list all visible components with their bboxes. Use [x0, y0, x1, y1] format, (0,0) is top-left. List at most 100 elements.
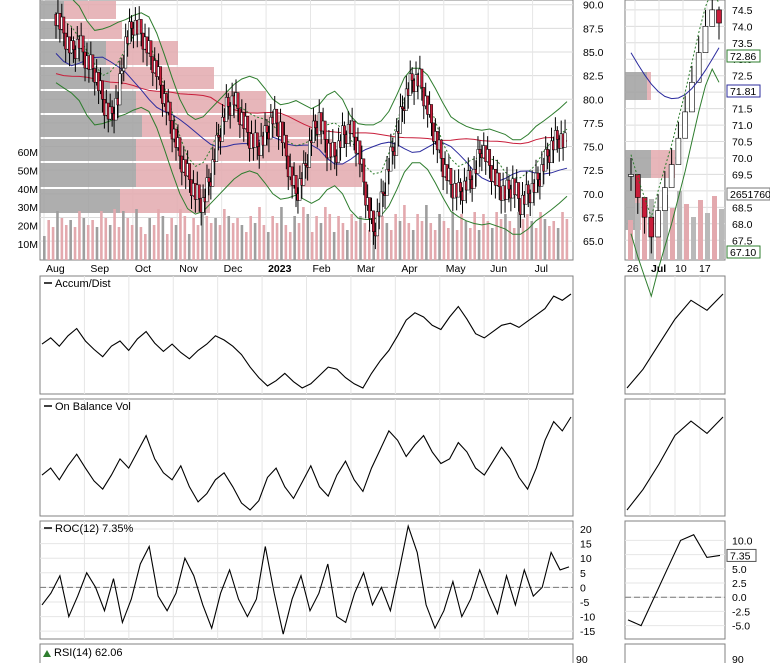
candle-body — [255, 132, 259, 147]
volume-bar — [275, 223, 279, 260]
zoom-y-tick: 71.0 — [732, 120, 753, 132]
volume-bar — [429, 223, 433, 260]
zoom-candle-body — [648, 216, 655, 238]
candle-body — [478, 149, 482, 154]
volume-y-label: 50M — [18, 165, 38, 177]
zoom-x-label: 26 — [627, 263, 639, 275]
zoom-y-tick: 69.5 — [732, 169, 753, 181]
candle-body — [371, 210, 375, 232]
zoom-roc-panel-border — [624, 520, 726, 640]
ma-200-line — [55, 73, 568, 145]
zoom-sar-line — [630, 0, 720, 219]
volume-bar — [425, 205, 428, 260]
volume-bar — [464, 221, 468, 260]
roc-title: ROC(12) 7.35% — [44, 523, 133, 535]
zoom-y-tick: 68.0 — [732, 219, 753, 231]
volume-bar — [460, 214, 463, 260]
volume-bar — [526, 214, 529, 260]
candle-body — [159, 66, 162, 86]
volume-bar — [315, 216, 318, 260]
roc-line — [41, 524, 570, 635]
volume-bar — [363, 223, 367, 260]
zoom-volume-bar — [719, 209, 724, 260]
volume-bar — [183, 216, 187, 260]
price-y-tick: 75.0 — [583, 142, 604, 154]
zoom-volume-bar — [670, 208, 675, 260]
vbp-grey-bar — [40, 163, 136, 187]
candle-body — [149, 40, 153, 57]
candle-body — [75, 38, 79, 59]
roc-title-text: ROC(12) 7.35% — [55, 523, 133, 535]
obv-title: On Balance Vol — [44, 401, 131, 413]
volume-bar — [482, 214, 485, 260]
zoom-vbp-grey — [625, 150, 651, 178]
volume-bar — [539, 212, 542, 260]
volume-bar — [43, 236, 46, 260]
volume-bar — [548, 226, 551, 260]
price-x-label: Aug — [46, 263, 65, 275]
candle-body — [62, 16, 66, 34]
zoom-candle-body — [695, 52, 702, 83]
volume-bar — [266, 232, 270, 260]
candle-body — [410, 73, 414, 81]
price-x-label: May — [446, 263, 467, 275]
candle-body — [224, 97, 228, 122]
roc-y-tick: 10 — [580, 553, 592, 565]
vbp-grey-bar — [40, 189, 120, 213]
volume-bar — [240, 225, 244, 260]
volume-bar — [394, 214, 397, 260]
candle-body — [550, 140, 553, 163]
volume-bar — [144, 234, 147, 260]
volume-bar — [82, 218, 86, 260]
zoom-y-tick: 74.5 — [732, 5, 753, 17]
price-y-tick: 72.5 — [583, 165, 604, 177]
volume-bar — [346, 230, 349, 260]
volume-bar — [249, 216, 253, 260]
candle-body — [401, 106, 404, 109]
candle-body — [302, 163, 306, 186]
accum-dist-title: Accum/Dist — [44, 278, 111, 290]
volume-bar — [521, 219, 525, 260]
zoom-volume-bar — [684, 204, 689, 260]
rsi-panel-border — [39, 643, 574, 663]
candle-body — [114, 98, 118, 121]
zoom-price-series — [628, 0, 722, 298]
price-badge-box — [726, 245, 761, 259]
volume-bar — [165, 234, 169, 260]
candle-body — [563, 132, 567, 148]
axis-text: 65.0 67.5 70.0 72.5 75.0 77.5 80.0 82.5 85.0 87.5… — [18, 0, 770, 663]
volume-bar — [376, 221, 380, 260]
candle-body — [459, 182, 462, 192]
candle-body — [298, 178, 302, 201]
volume-bar — [280, 207, 283, 260]
zoom-candle-body — [628, 174, 634, 177]
volume-bar — [91, 220, 94, 260]
volume-bar — [174, 225, 178, 260]
volume-bar — [310, 232, 314, 260]
candle-body — [205, 177, 209, 203]
candle-body — [230, 95, 234, 116]
volume-bar — [420, 221, 424, 260]
volume-bar — [245, 232, 248, 260]
zoom-volume-bar — [677, 191, 682, 260]
volume-bar — [64, 225, 68, 260]
volume-bar — [218, 225, 222, 260]
volume-bar — [214, 218, 217, 260]
candle-body — [124, 36, 128, 69]
price-x-label: Oct — [135, 263, 151, 275]
candle-body — [259, 135, 263, 156]
volume-bar — [104, 218, 108, 260]
candle-body — [430, 104, 433, 124]
volume-bar — [209, 223, 213, 260]
volume-bar — [332, 232, 336, 260]
candle-body — [391, 146, 395, 152]
volume-bar — [152, 225, 156, 260]
rsi-title: RSI(14) 62.06 — [43, 647, 123, 659]
price-y-tick: 82.5 — [583, 71, 604, 83]
price-candles — [54, 0, 567, 250]
candle-body — [130, 21, 133, 29]
volume-bar — [403, 205, 406, 260]
zoom-candle-body — [702, 26, 709, 53]
volume-y-label: 10M — [18, 239, 38, 251]
candle-body — [553, 130, 557, 151]
